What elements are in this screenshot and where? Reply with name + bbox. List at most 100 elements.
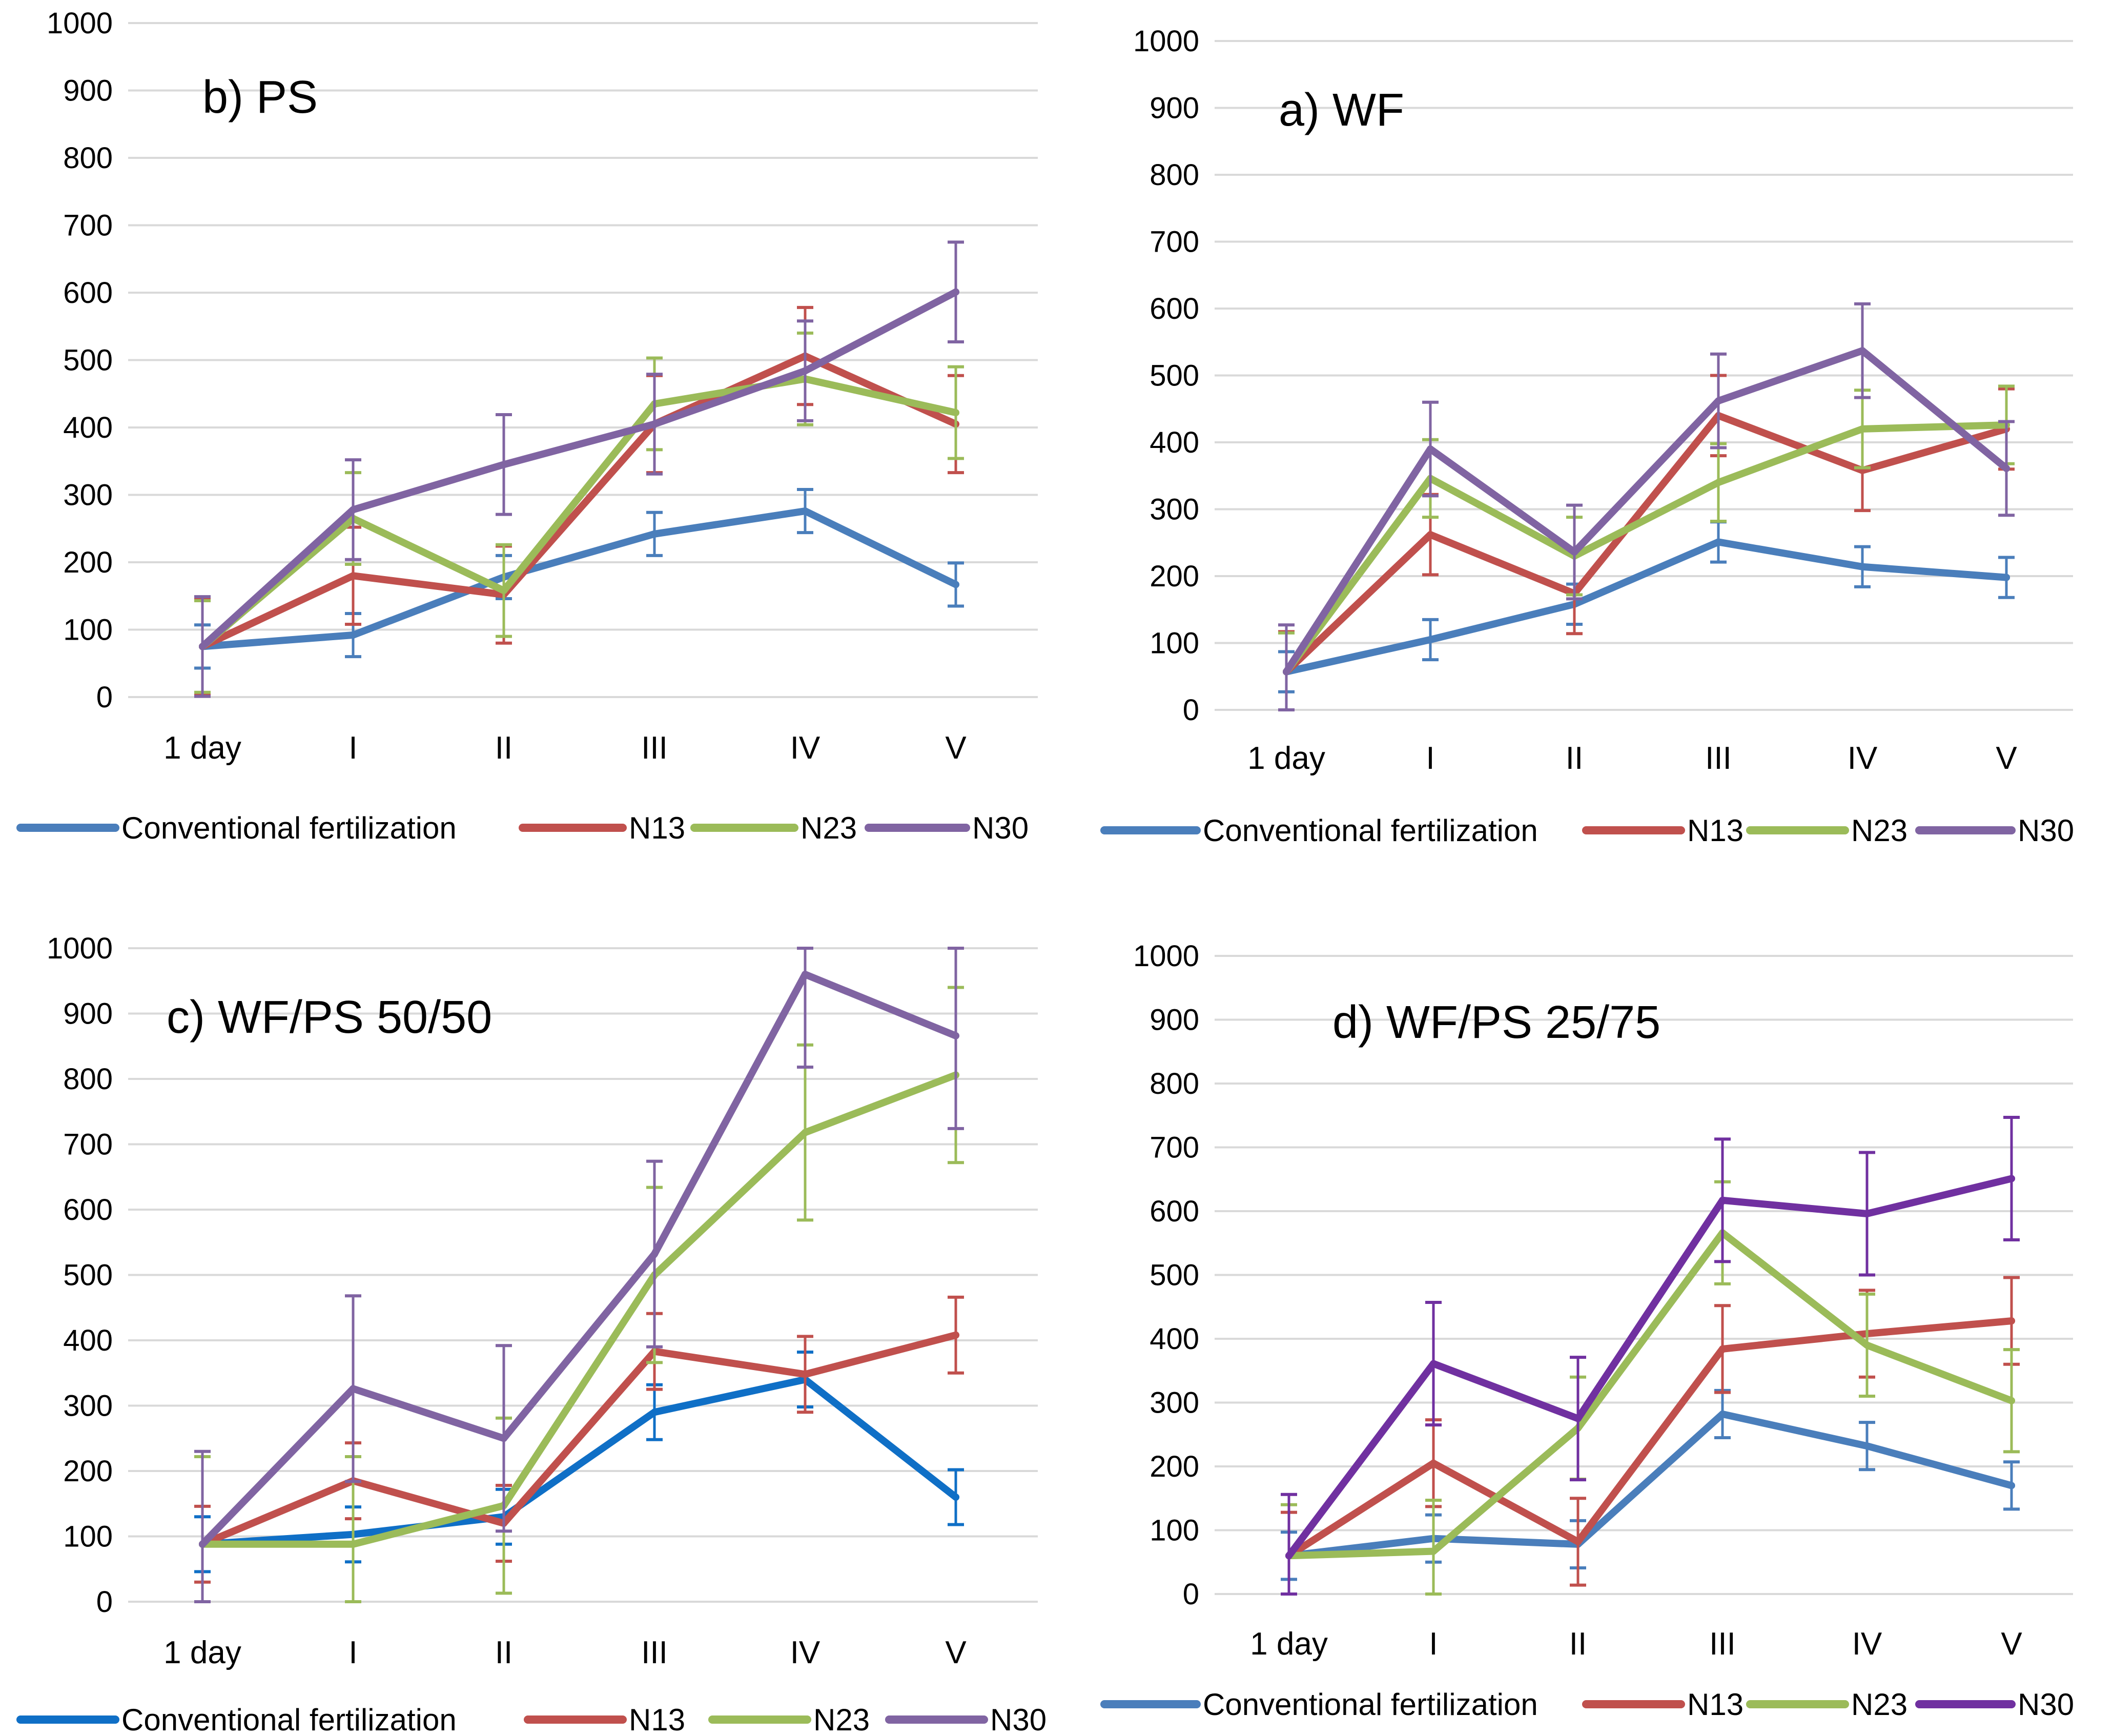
x-tick-label: III (641, 1635, 668, 1670)
data-point (500, 461, 507, 468)
y-tick-label: 500 (63, 1259, 113, 1292)
data-point (350, 631, 357, 639)
legend: Conventional fertilization N13 N23 N30 (16, 1703, 1047, 1736)
data-point (2008, 1397, 2015, 1404)
chart-title: a) WF (1279, 85, 1404, 136)
legend-label: Conventional fertilization (121, 1703, 457, 1736)
legend-label: N23 (1851, 1687, 1907, 1722)
error-bar (797, 947, 813, 1069)
error-bar (1281, 1493, 1297, 1596)
y-tick-label: 0 (1183, 1578, 1199, 1611)
y-tick-label: 1000 (1133, 25, 1199, 58)
y-tick-label: 1000 (1133, 940, 1199, 973)
y-tick-label: 600 (63, 1193, 113, 1227)
data-point (1719, 1410, 1726, 1418)
y-tick-label: 300 (1150, 493, 1199, 526)
y-tick-label: 500 (1150, 1259, 1199, 1292)
x-tick-label: II (1569, 1626, 1587, 1662)
series-line (199, 352, 959, 650)
y-tick-label: 300 (1150, 1386, 1199, 1420)
data-point (1430, 1360, 1437, 1367)
y-tick-label: 300 (63, 479, 113, 512)
series-n30 (194, 947, 964, 1603)
y-tick-label: 100 (63, 1520, 113, 1554)
y-tick-label: 300 (63, 1390, 113, 1423)
data-point (1427, 531, 1434, 539)
series-line (199, 507, 959, 650)
y-tick-label: 900 (1150, 92, 1199, 125)
series-line (199, 1331, 959, 1548)
data-point (1863, 1442, 1871, 1450)
y-tick-label: 400 (63, 1324, 113, 1357)
x-tick-label: V (945, 730, 967, 766)
x-tick-label: I (1426, 741, 1434, 776)
data-point (350, 1540, 357, 1548)
series-n23 (1281, 1180, 2020, 1596)
series-conventional-fertilization (194, 487, 964, 670)
data-point (952, 581, 959, 588)
series-line (199, 375, 959, 650)
y-tick-label: 1000 (47, 932, 113, 965)
y-tick-label: 900 (63, 74, 113, 108)
series-line (1285, 1175, 2015, 1560)
data-point (2003, 464, 2010, 472)
chart-title: d) WF/PS 25/75 (1332, 997, 1660, 1048)
data-point (1859, 563, 1866, 570)
y-tick-label: 600 (63, 276, 113, 310)
y-tick-label: 100 (1150, 627, 1199, 660)
data-point (651, 420, 658, 428)
x-tick-label: V (945, 1635, 967, 1670)
y-tick-label: 900 (63, 997, 113, 1031)
data-point (1715, 397, 1722, 405)
legend-label: N13 (629, 1703, 685, 1736)
series-n23 (1278, 384, 2015, 711)
x-tick-label: I (1429, 1626, 1438, 1662)
data-point (199, 643, 206, 650)
x-tick-label: V (1996, 741, 2017, 776)
y-tick-label: 800 (1150, 1067, 1199, 1100)
data-point (350, 506, 357, 514)
data-point (651, 1250, 658, 1258)
legend-label: N30 (2018, 813, 2074, 848)
y-tick-label: 0 (96, 1585, 113, 1619)
data-point (1715, 538, 1722, 546)
legend-label: N23 (1851, 813, 1907, 848)
legend-label: Conventional fertilization (1203, 813, 1538, 848)
series-n13 (1281, 1276, 2020, 1596)
x-tick-label: II (1566, 741, 1583, 776)
legend-label: N13 (629, 811, 685, 845)
y-tick-label: 700 (63, 1128, 113, 1161)
x-tick-label: II (495, 730, 512, 766)
series-line (199, 971, 959, 1548)
y-tick-label: 400 (1150, 426, 1199, 459)
series-line (1285, 1317, 2015, 1560)
data-point (1574, 1538, 1582, 1545)
x-tick-label: 1 day (163, 1635, 241, 1670)
x-tick-label: IV (790, 730, 820, 766)
chart-title: b) PS (202, 72, 318, 123)
chart-title: c) WF/PS 50/50 (167, 992, 492, 1043)
y-tick-label: 200 (63, 1455, 113, 1488)
legend-label: Conventional fertilization (121, 811, 457, 845)
y-tick-label: 200 (1150, 560, 1199, 593)
x-tick-label: II (495, 1635, 512, 1670)
y-tick-label: 200 (1150, 1450, 1199, 1483)
data-point (2003, 574, 2010, 581)
data-point (651, 1408, 658, 1416)
data-point (1571, 548, 1578, 556)
x-tick-label: V (2001, 1626, 2022, 1662)
y-tick-label: 800 (1150, 158, 1199, 192)
x-tick-label: III (1705, 741, 1732, 776)
series-line (1283, 412, 2010, 676)
data-point (1285, 1552, 1293, 1560)
data-point (1574, 1415, 1582, 1422)
x-tick-label: I (348, 730, 357, 766)
data-point (1430, 1547, 1437, 1555)
series-line (199, 1071, 959, 1548)
x-tick-label: IV (1848, 741, 1878, 776)
data-point (1719, 1196, 1726, 1204)
data-point (350, 1385, 357, 1393)
data-point (1719, 1345, 1726, 1353)
